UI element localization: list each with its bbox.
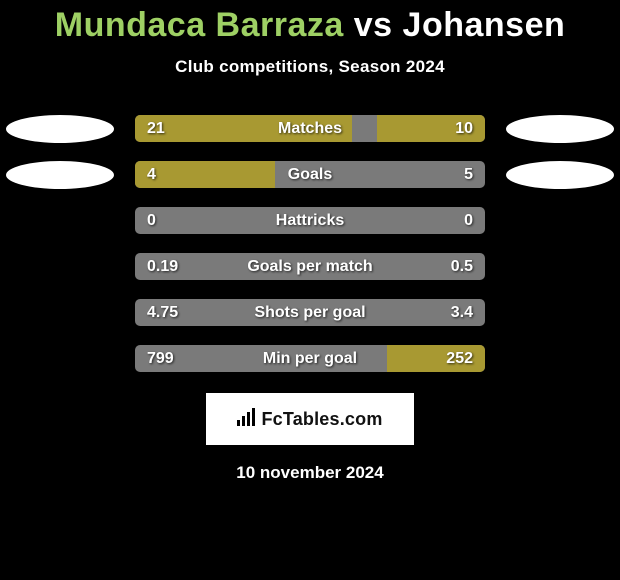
stat-value-right: 0.5: [451, 258, 473, 276]
comparison-card: Mundaca Barraza vs Johansen Club competi…: [0, 0, 620, 580]
stat-metric-label: Hattricks: [276, 212, 344, 230]
player-right-badge: [506, 115, 614, 143]
stat-metric-label: Shots per goal: [254, 304, 365, 322]
page-title: Mundaca Barraza vs Johansen: [0, 6, 620, 45]
signal-bars-icon: [237, 408, 257, 431]
stat-row: 799 252 Min per goal: [0, 345, 620, 372]
stat-metric-label: Min per goal: [263, 350, 357, 368]
brand-text: FcTables.com: [261, 409, 382, 430]
stat-value-left: 4.75: [147, 304, 178, 322]
stat-row: 21 10 Matches: [0, 115, 620, 142]
stat-value-right: 3.4: [451, 304, 473, 322]
stat-metric-label: Goals: [288, 166, 332, 184]
stat-bar: 21 10 Matches: [135, 115, 485, 142]
stat-value-right: 5: [464, 166, 473, 184]
stat-bar: 0 0 Hattricks: [135, 207, 485, 234]
fill-left: [135, 161, 275, 188]
stats-container: 21 10 Matches 4 5 Goals 0 0 Hattricks 0.19 0.5 Goal…: [0, 115, 620, 372]
stat-bar: 4 5 Goals: [135, 161, 485, 188]
stat-value-left: 4: [147, 166, 156, 184]
stat-bar: 4.75 3.4 Shots per goal: [135, 299, 485, 326]
vs-text: vs: [354, 6, 393, 44]
player-left-badge: [6, 161, 114, 189]
stat-row: 4.75 3.4 Shots per goal: [0, 299, 620, 326]
stat-metric-label: Matches: [278, 120, 342, 138]
stat-row: 4 5 Goals: [0, 161, 620, 188]
stat-value-right: 10: [455, 120, 473, 138]
stat-bar: 0.19 0.5 Goals per match: [135, 253, 485, 280]
player-right-name: Johansen: [403, 6, 566, 44]
date-text: 10 november 2024: [0, 463, 620, 483]
stat-value-right: 252: [446, 350, 473, 368]
stat-value-left: 0: [147, 212, 156, 230]
player-left-badge: [6, 115, 114, 143]
stat-value-left: 0.19: [147, 258, 178, 276]
stat-value-left: 21: [147, 120, 165, 138]
stat-value-left: 799: [147, 350, 174, 368]
stat-bar: 799 252 Min per goal: [135, 345, 485, 372]
player-left-name: Mundaca Barraza: [55, 6, 344, 44]
stat-metric-label: Goals per match: [247, 258, 372, 276]
stat-row: 0 0 Hattricks: [0, 207, 620, 234]
subtitle: Club competitions, Season 2024: [0, 57, 620, 77]
stat-row: 0.19 0.5 Goals per match: [0, 253, 620, 280]
player-right-badge: [506, 161, 614, 189]
brand-box[interactable]: FcTables.com: [206, 393, 414, 445]
stat-value-right: 0: [464, 212, 473, 230]
